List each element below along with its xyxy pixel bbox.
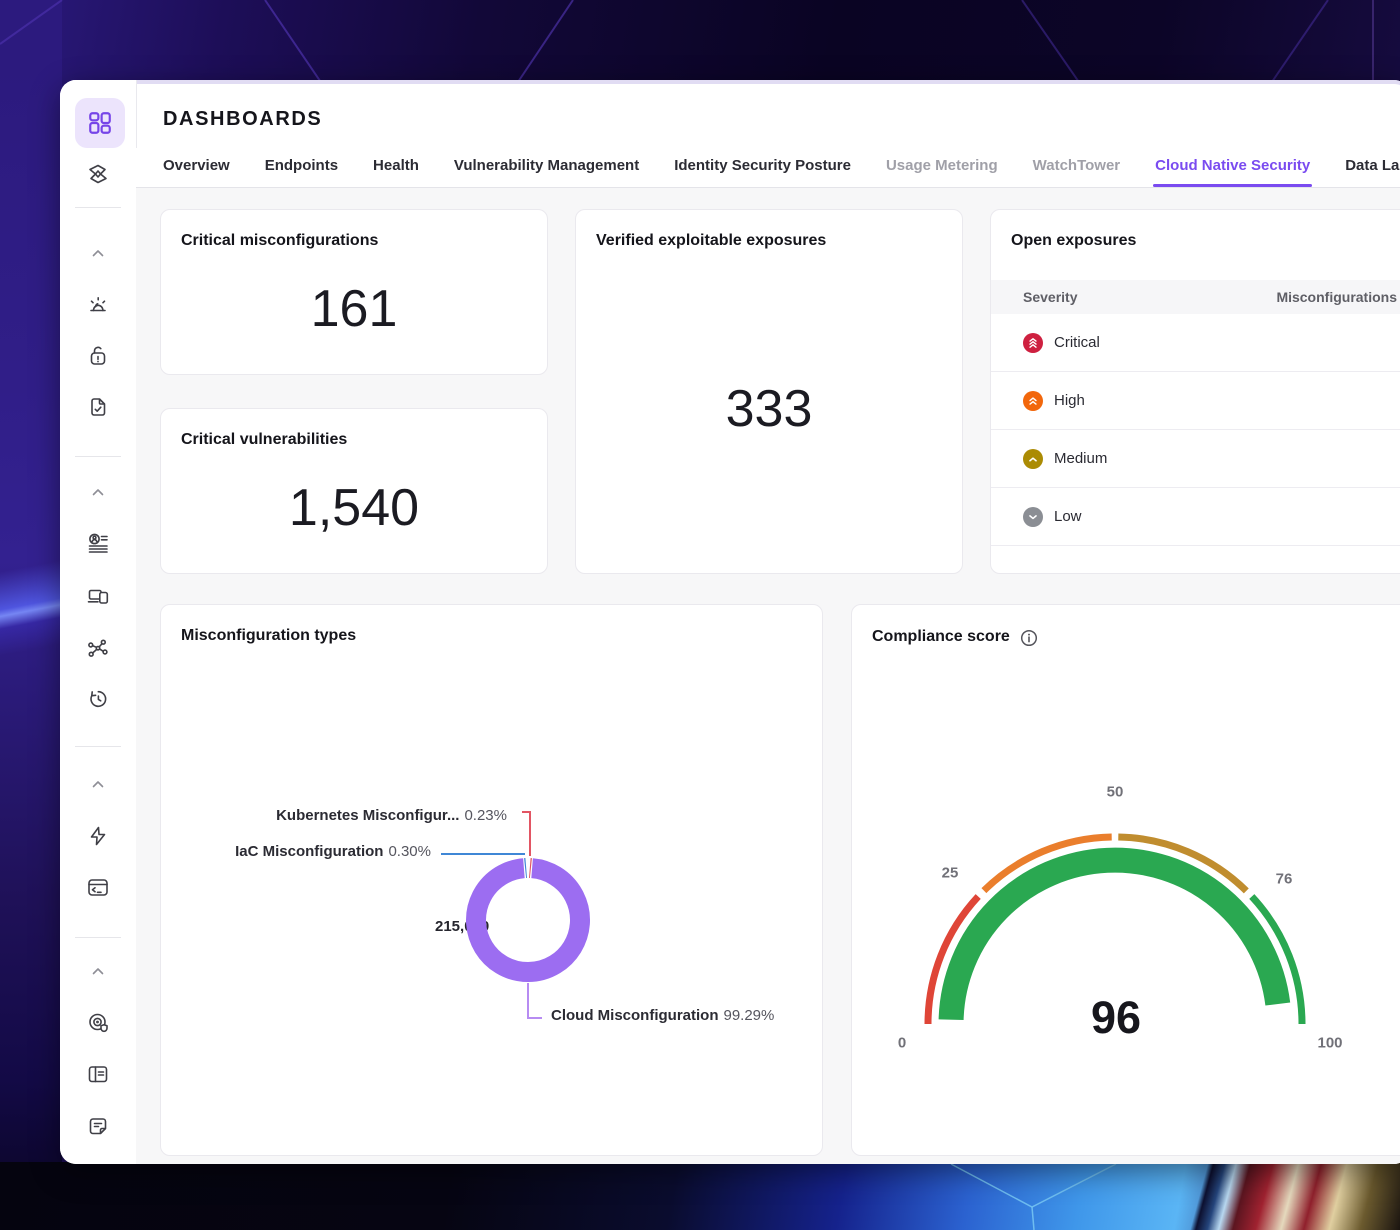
table-row-medium[interactable]: Medium [991, 430, 1400, 488]
triple-chevron-up-icon [1023, 332, 1043, 353]
alarm-siren-icon[interactable] [83, 290, 113, 320]
devices-icon[interactable] [83, 581, 113, 611]
chevron-down-icon [1023, 506, 1043, 527]
column-misconfigurations: Misconfigurations [1276, 289, 1397, 305]
donut-label-iac: IaC Misconfiguration 0.30% [235, 843, 431, 860]
content-area: DASHBOARDS Overview Endpoints Health Vul… [136, 80, 1400, 1164]
severity-label: High [1054, 392, 1085, 409]
card-title-row: Compliance score [852, 605, 1400, 647]
history-clock-icon[interactable] [83, 684, 113, 714]
background-bottom-band [0, 1162, 1400, 1230]
card-misconfiguration-types: Misconfiguration types 215,000 [160, 604, 823, 1156]
gauge-segment-green [1249, 894, 1306, 1025]
tab-data-lake[interactable]: Data Lake [1345, 157, 1400, 174]
table-layout-icon[interactable] [83, 1059, 113, 1089]
donut-label-cloud: Cloud Misconfiguration 99.29% [551, 1007, 775, 1024]
table-row-critical[interactable]: Critical [991, 314, 1400, 372]
gauge-tick-100: 100 [1317, 1034, 1343, 1052]
network-nodes-icon[interactable] [83, 633, 113, 663]
card-title: Critical vulnerabilities [181, 431, 348, 448]
pointer-line-cloud [527, 983, 542, 1019]
sidebar-divider [75, 207, 121, 208]
compliance-score-value: 96 [1090, 992, 1142, 1043]
tab-health[interactable]: Health [373, 157, 419, 174]
card-compliance-score: Compliance score [851, 604, 1400, 1156]
card-title: Verified exploitable exposures [596, 232, 827, 249]
card-title: Critical misconfigurations [181, 232, 379, 249]
collapse-chevron-icon[interactable] [83, 477, 113, 507]
donut-slice-cloud[interactable] [466, 858, 590, 983]
gauge-tick-50: 50 [1106, 783, 1124, 801]
singularity-logo-icon[interactable] [83, 159, 113, 189]
sidebar-divider [75, 456, 121, 457]
severity-label: Medium [1054, 450, 1108, 467]
card-verified-exploitable-exposures: Verified exploitable exposures 333 [575, 209, 963, 574]
gauge-segment-red [924, 894, 981, 1025]
tab-usage-metering[interactable]: Usage Metering [885, 157, 998, 174]
tab-vulnerability-management[interactable]: Vulnerability Management [453, 157, 640, 174]
severity-label: Critical [1054, 334, 1100, 351]
severity-label: Low [1054, 508, 1082, 525]
donut-label-kubernetes: Kubernetes Misconfigur... 0.23% [276, 807, 507, 824]
gauge-tick-0: 0 [897, 1034, 907, 1052]
gauge-segment-ochre [1118, 833, 1249, 894]
lock-alert-icon[interactable] [83, 341, 113, 371]
note-document-icon[interactable] [83, 1111, 113, 1141]
tab-bar: Overview Endpoints Health Vulnerability … [136, 148, 1400, 188]
sidebar-divider [75, 746, 121, 747]
gauge-score-arc [938, 847, 1291, 1021]
gauge-tick-25: 25 [941, 864, 959, 882]
sidebar-divider [75, 937, 121, 938]
document-check-icon[interactable] [83, 392, 113, 422]
card-open-exposures: Open exposures Severity Misconfiguration… [990, 209, 1400, 574]
tab-endpoints[interactable]: Endpoints [264, 157, 339, 174]
target-shield-icon[interactable] [83, 1008, 113, 1038]
page-title: DASHBOARDS [163, 108, 323, 130]
terminal-console-icon[interactable] [83, 872, 113, 902]
card-title: Misconfiguration types [181, 627, 357, 644]
table-row-high[interactable]: High [991, 372, 1400, 430]
gauge-chart-svg [924, 833, 1306, 1025]
gauge-tick-76: 76 [1275, 870, 1293, 888]
critical-misconfigurations-value: 161 [310, 280, 398, 338]
dashboards-grid-icon[interactable] [75, 98, 125, 148]
open-exposures-table-header: Severity Misconfigurations [991, 280, 1400, 314]
donut-chart: 215,000 Kubernetes Misconfigur... 0.23% [161, 605, 822, 1155]
double-chevron-up-icon [1023, 390, 1043, 411]
card-title: Open exposures [1011, 232, 1137, 249]
sidebar [60, 80, 137, 1164]
collapse-chevron-icon[interactable] [83, 238, 113, 268]
app-window: DASHBOARDS Overview Endpoints Health Vul… [60, 80, 1400, 1164]
tab-identity-security-posture[interactable]: Identity Security Posture [674, 157, 851, 174]
gauge-segment-orange [981, 833, 1112, 894]
tab-cloud-native-security[interactable]: Cloud Native Security [1153, 157, 1313, 187]
open-exposures-table: Critical High Medium [991, 314, 1400, 546]
lightning-bolt-icon[interactable] [83, 821, 113, 851]
collapse-chevron-icon[interactable] [83, 769, 113, 799]
tab-overview[interactable]: Overview [163, 157, 230, 174]
column-severity: Severity [1023, 289, 1078, 305]
pointer-line-kubernetes [522, 811, 531, 856]
table-row-low[interactable]: Low [991, 488, 1400, 546]
donut-chart-svg: 215,000 [435, 811, 590, 1019]
dashboard-grid: Critical misconfigurations 161 Critical … [136, 188, 1400, 1164]
info-icon[interactable] [1020, 629, 1038, 647]
card-critical-misconfigurations: Critical misconfigurations 161 [160, 209, 548, 375]
collapse-chevron-icon[interactable] [83, 956, 113, 986]
user-activity-icon[interactable] [83, 528, 113, 558]
background-blue-streak [0, 559, 62, 657]
chevron-up-icon [1023, 448, 1043, 469]
verified-exploitable-exposures-value: 333 [725, 379, 813, 438]
tab-watchtower[interactable]: WatchTower [1032, 157, 1121, 174]
card-title: Compliance score [872, 628, 1010, 645]
critical-vulnerabilities-value: 1,540 [288, 479, 420, 537]
card-critical-vulnerabilities: Critical vulnerabilities 1,540 [160, 408, 548, 574]
